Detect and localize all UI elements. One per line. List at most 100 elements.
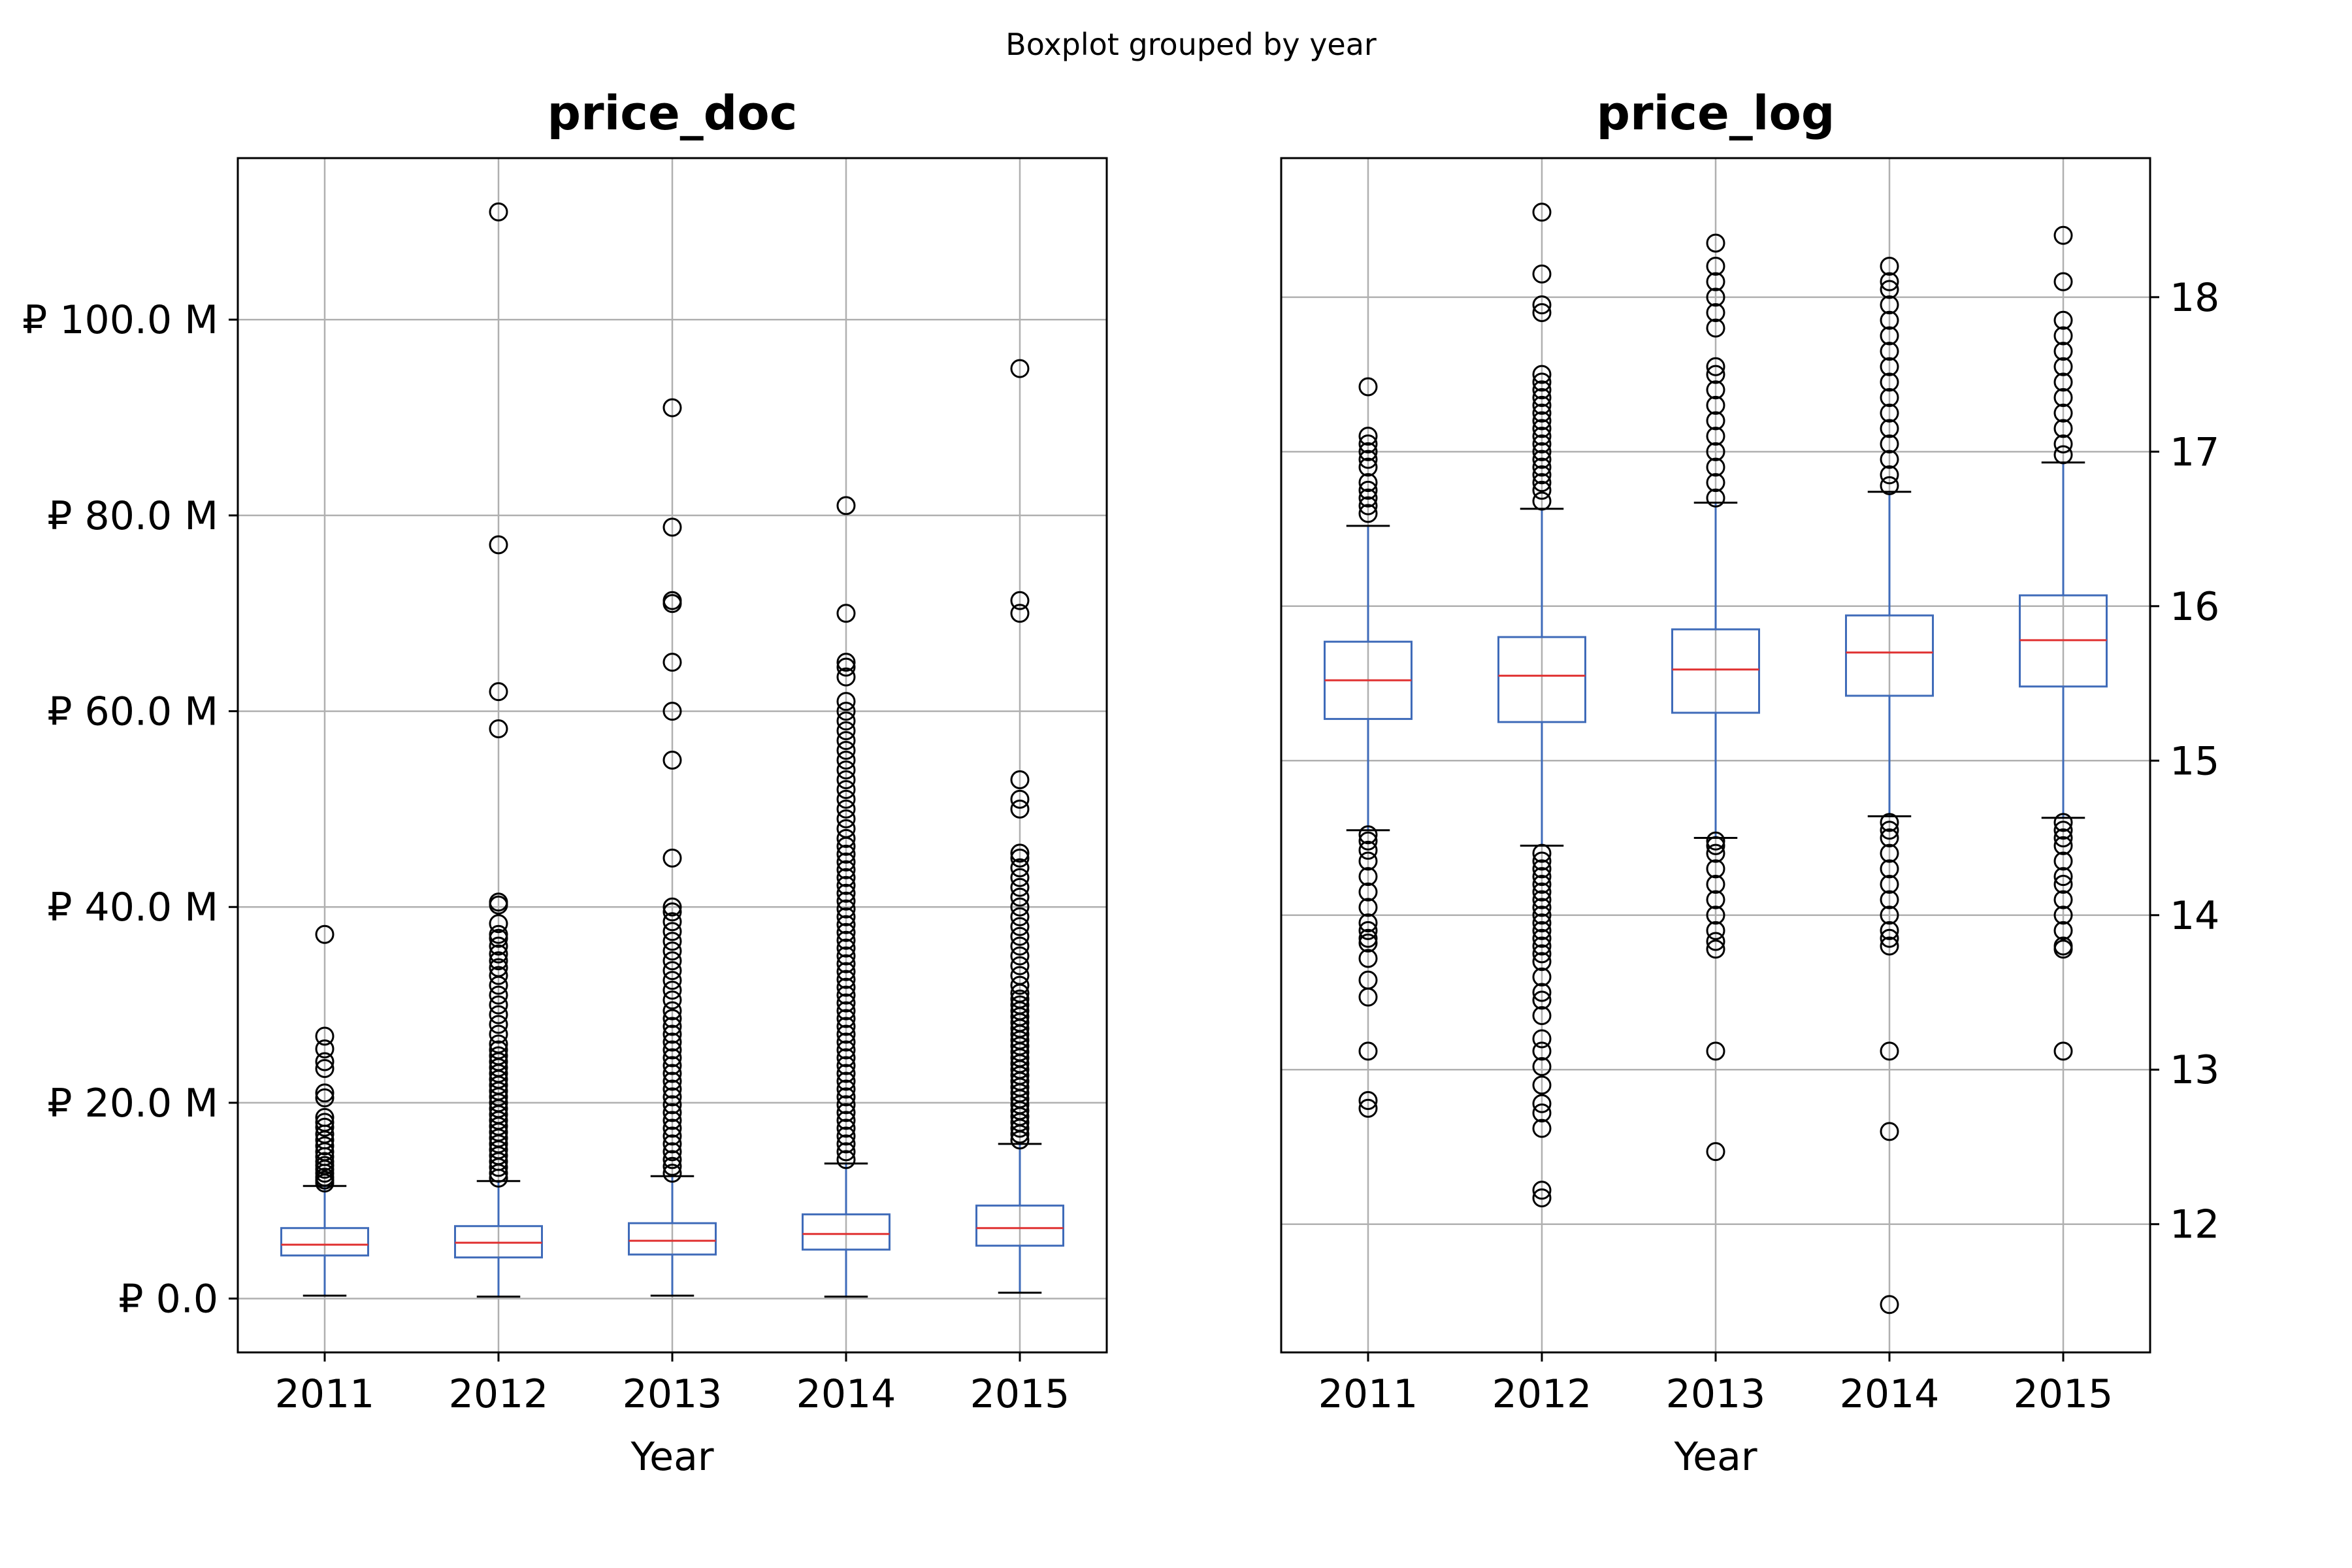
price-doc-outlier-point (836, 809, 856, 828)
price-doc-outlier-point (489, 535, 508, 555)
price-doc-outlier-point (489, 682, 508, 702)
price-log-outlier-point (1880, 821, 1899, 840)
price-log-outlier-point (1706, 272, 1725, 291)
price-log-outlier-point (1532, 419, 1552, 438)
price-doc-outlier-point (836, 915, 856, 934)
price-log-xtick-label: 2014 (1840, 1371, 1940, 1417)
price-log-boxes (1324, 203, 2108, 1315)
price-doc-ytick-label: ₽ 80.0 M (47, 493, 218, 539)
price-log-outlier-point (1880, 342, 1899, 361)
price-doc-outlier-point (489, 924, 508, 944)
price-doc-outlier-point (836, 741, 856, 760)
price-log-outlier-point (1532, 434, 1552, 453)
price-doc-ytick-label: ₽ 100.0 M (22, 297, 218, 343)
price-log-outlier-point (1532, 480, 1552, 500)
price-doc-outlier-point (836, 1001, 856, 1021)
price-doc-outlier-point (1010, 868, 1030, 887)
price-doc-outlier-point (836, 1056, 856, 1075)
price-log-outlier-point (1532, 395, 1552, 415)
price-doc-outlier-point (836, 657, 856, 677)
price-doc-outlier-point (836, 868, 856, 887)
price-log-outlier-point (1532, 411, 1552, 431)
price-log-outlier-point (1358, 867, 1378, 887)
price-log-outlier-point (1706, 831, 1725, 851)
price-log-outlier-point (1358, 457, 1378, 477)
price-log-outlier-point (1880, 476, 1899, 495)
price-doc-outlier-point (489, 1034, 508, 1054)
price-log-xtick-label: 2012 (1492, 1371, 1592, 1417)
price-log-outlier-point (1880, 921, 1899, 940)
price-doc-outlier-point (836, 962, 856, 981)
price-doc-axes: ₽ 0.0 ₽ 20.0 M ₽ 40.0 M ₽ 60.0 M ₽ 80.0 M ₽ 1… (22, 297, 1070, 1417)
price-doc-outlier-point (836, 1150, 856, 1169)
price-doc-xtick-label: 2013 (623, 1371, 723, 1417)
price-doc-title: price_doc (547, 86, 798, 140)
price-doc-outlier-point (662, 922, 682, 941)
price-doc-outlier-point (489, 202, 508, 221)
price-log-outlier-point (1532, 427, 1552, 446)
price-doc-outlier-point (836, 1048, 856, 1068)
price-log-outlier-point (1358, 1098, 1378, 1118)
price-log-outlier-point (2053, 342, 2073, 361)
price-log-outlier-point (1532, 867, 1552, 887)
price-doc-outlier-point (836, 789, 856, 809)
price-doc-outlier-point (836, 1142, 856, 1162)
price-log-outlier-point (2053, 867, 2073, 887)
price-log-outlier-point (1532, 921, 1552, 940)
price-log-outlier-point (1532, 936, 1552, 956)
price-log-outlier-point (1706, 488, 1725, 508)
price-doc-outlier-point (836, 1087, 856, 1107)
price-log-outlier-point (1706, 395, 1725, 415)
price-doc-outlier-point (836, 828, 856, 848)
price-doc-ytick-label: ₽ 40.0 M (47, 885, 218, 930)
price-doc-outlier-point (836, 954, 856, 973)
price-log-outlier-point (1532, 859, 1552, 879)
price-doc-outlier-point (1010, 887, 1030, 907)
price-doc-outlier-point (489, 892, 508, 912)
price-doc-outlier-point (662, 941, 682, 961)
price-doc-outlier-point (836, 770, 856, 789)
price-log-outlier-point (2053, 890, 2073, 909)
price-log-outlier-point (1880, 1295, 1899, 1315)
price-log-title: price_log (1597, 86, 1835, 140)
price-log-outlier-point (1706, 457, 1725, 477)
price-doc-outlier-point (315, 1039, 335, 1059)
price-doc-outlier-point (315, 1026, 335, 1046)
price-doc-outlier-point (489, 944, 508, 964)
price-doc-grid (238, 158, 1107, 1352)
price-log-outlier-point (1706, 233, 1725, 253)
price-doc-box-2011 (280, 924, 369, 1297)
price-doc-outlier-point (662, 1095, 682, 1115)
price-doc-outlier-point (836, 731, 856, 751)
price-log-outlier-point (1706, 939, 1725, 959)
price-log-outlier-point (1532, 944, 1552, 964)
price-doc-outlier-point (836, 1095, 856, 1115)
price-doc-xtick-label: 2015 (970, 1371, 1070, 1417)
price-doc-outlier-point (662, 1071, 682, 1091)
price-doc-outlier-point (836, 970, 856, 989)
price-doc-outlier-point (836, 653, 856, 672)
price-doc-outlier-point (662, 1087, 682, 1107)
price-doc-outlier-point (1010, 848, 1030, 868)
price-log-outlier-point (2053, 836, 2073, 855)
price-log-outlier-point (1706, 380, 1725, 400)
price-log-outlier-point (1532, 457, 1552, 477)
price-log-outlier-point (1532, 372, 1552, 392)
price-log-outlier-point (1532, 1094, 1552, 1113)
price-doc-iqr-box (628, 1222, 717, 1256)
price-log-outlier-point (1532, 365, 1552, 384)
price-log-outlier-point (1706, 890, 1725, 909)
price-log-outlier-point (2053, 326, 2073, 346)
price-log-x-axis-label: Year (1673, 1434, 1757, 1480)
price-doc-ytick-label: ₽ 60.0 M (47, 689, 218, 735)
price-doc-outlier-point (836, 875, 856, 895)
panel-price-log: 12 13 14 15 16 17 18 2011 2012 2013 2014 2015 price… (1280, 86, 2219, 1480)
price-log-outlier-point (1880, 388, 1899, 408)
price-doc-outlier-point (315, 1083, 335, 1103)
price-doc-outlier-point (662, 1142, 682, 1162)
price-doc-outlier-point (662, 517, 682, 537)
price-doc-outlier-point (662, 1156, 682, 1176)
price-log-outlier-point (1706, 874, 1725, 894)
price-log-outlier-point (1880, 465, 1899, 485)
price-log-outlier-point (1532, 967, 1552, 987)
